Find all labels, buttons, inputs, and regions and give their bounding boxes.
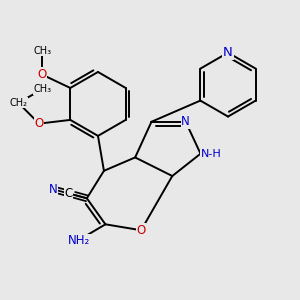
Text: O: O [34,117,44,130]
Text: N: N [49,183,58,196]
Text: N: N [181,115,190,128]
Text: O: O [38,68,47,81]
Text: N-H: N-H [201,149,221,159]
Text: CH₃: CH₃ [33,84,51,94]
Text: NH₂: NH₂ [68,234,91,247]
Text: CH₂: CH₂ [9,98,27,108]
Text: C: C [64,187,73,200]
Text: N: N [223,46,233,59]
Text: O: O [136,224,146,237]
Text: CH₃: CH₃ [33,46,51,56]
